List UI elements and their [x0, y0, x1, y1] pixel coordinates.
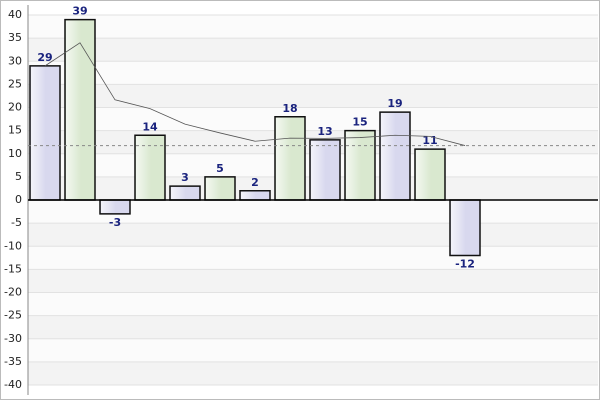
- y-tick-label: 0: [15, 193, 22, 206]
- grid-band: [28, 61, 598, 85]
- y-tick-label: -10: [4, 239, 22, 252]
- bar-shine: [276, 117, 291, 199]
- y-tick-label: 15: [8, 124, 22, 137]
- value-label: 3: [181, 171, 189, 184]
- y-tick-label: 5: [15, 170, 22, 183]
- value-label: 39: [72, 5, 87, 18]
- bar-shine: [171, 187, 186, 199]
- value-label: 13: [317, 125, 332, 138]
- grid-band: [28, 361, 598, 385]
- y-tick-label: 40: [8, 8, 22, 21]
- value-label: 29: [37, 51, 52, 64]
- bar-shine: [136, 136, 151, 199]
- y-tick-label: -30: [4, 332, 22, 345]
- grid-band: [28, 107, 598, 131]
- grid-band: [28, 15, 598, 39]
- y-tick-label: 30: [8, 54, 22, 67]
- y-tick-label: -5: [11, 216, 22, 229]
- bar-shine: [241, 191, 256, 199]
- bar-shine: [346, 131, 361, 199]
- grid-band: [28, 246, 598, 270]
- value-label: -3: [109, 216, 121, 229]
- bar-shine: [311, 140, 326, 199]
- grid-band: [28, 338, 598, 362]
- bar-shine: [31, 66, 46, 199]
- grid-band: [28, 38, 598, 62]
- y-tick-label: -35: [4, 355, 22, 368]
- y-tick-label: -25: [4, 309, 22, 322]
- y-tick-label: 35: [8, 31, 22, 44]
- bar-shine: [381, 113, 396, 199]
- value-label: 15: [352, 116, 367, 129]
- y-tick-label: -40: [4, 378, 22, 391]
- grid-band: [28, 292, 598, 316]
- y-tick-label: 10: [8, 147, 22, 160]
- value-label: 18: [282, 102, 297, 115]
- y-tick-label: 20: [8, 101, 22, 114]
- bar-shine: [451, 201, 466, 255]
- y-tick-label: 25: [8, 77, 22, 90]
- value-label: 19: [387, 97, 402, 110]
- value-label: -12: [455, 258, 475, 271]
- bar-shine: [66, 20, 81, 199]
- value-label: 14: [142, 120, 158, 133]
- grid-band: [28, 269, 598, 293]
- bar-shine: [416, 150, 431, 199]
- value-label: 5: [216, 162, 224, 175]
- y-tick-label: -20: [4, 286, 22, 299]
- grid-band: [28, 315, 598, 339]
- value-label: 2: [251, 176, 259, 189]
- bar-shine: [101, 201, 116, 213]
- grid-band: [28, 84, 598, 108]
- y-tick-label: -15: [4, 262, 22, 275]
- bar-shine: [206, 177, 221, 199]
- trend-line: [44, 42, 466, 146]
